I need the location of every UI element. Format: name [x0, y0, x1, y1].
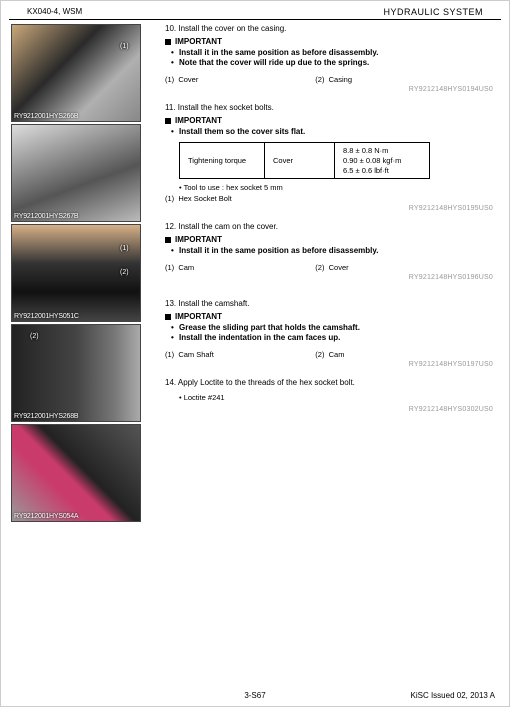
parts-row: (1) Cover (2) Casing: [165, 75, 499, 84]
figure-label: RY9212001HYS267B: [14, 213, 78, 220]
part-item: (1) Cam Shaft: [165, 350, 315, 359]
step-title: 12. Install the cam on the cover.: [165, 222, 499, 231]
figure-thumbnail: RY9212001HYS051C (1) (2): [11, 224, 141, 322]
loctite-note: Loctite #241: [179, 393, 499, 402]
header-section: HYDRAULIC SYSTEM: [383, 7, 483, 17]
important-item: Install it in the same position as befor…: [179, 48, 499, 57]
ref-code: RY9212148HYS0196US0: [165, 274, 493, 281]
step-13: 13. Install the camshaft. IMPORTANT Grea…: [165, 299, 499, 368]
step-12: 12. Install the cam on the cover. IMPORT…: [165, 222, 499, 281]
important-label: IMPORTANT: [175, 235, 222, 244]
step-title: 13. Install the camshaft.: [165, 299, 499, 308]
square-bullet-icon: [165, 118, 171, 124]
important-item: Note that the cover will ride up due to …: [179, 58, 499, 67]
figure-thumbnail: RY9212001HYS268B (2): [11, 324, 141, 422]
step-14: 14. Apply Loctite to the threads of the …: [165, 378, 499, 413]
important-item: Install the indentation in the cam faces…: [179, 333, 499, 342]
header-model: KX040-4, WSM: [27, 7, 82, 17]
square-bullet-icon: [165, 237, 171, 243]
important-label: IMPORTANT: [175, 37, 222, 46]
torque-values: 8.8 ± 0.8 N·m 0.90 ± 0.08 kgf·m 6.5 ± 0.…: [335, 143, 430, 179]
important-list: Install them so the cover sits flat.: [179, 127, 499, 136]
ref-code: RY9212148HYS0195US0: [165, 205, 493, 212]
important-list: Grease the sliding part that holds the c…: [179, 323, 499, 342]
parts-row: (1) Cam (2) Cover: [165, 263, 499, 272]
ref-code: RY9212148HYS0197US0: [165, 361, 493, 368]
step-title: 11. Install the hex socket bolts.: [165, 103, 499, 112]
square-bullet-icon: [165, 314, 171, 320]
important-label: IMPORTANT: [175, 116, 222, 125]
part-item: (1) Cover: [165, 75, 315, 84]
page-header: KX040-4, WSM HYDRAULIC SYSTEM: [9, 1, 501, 20]
figure-thumbnail: RY9212001HYS054A: [11, 424, 141, 522]
important-list: Install it in the same position as befor…: [179, 246, 499, 255]
important-item: Grease the sliding part that holds the c…: [179, 323, 499, 332]
content-area: RY9212001HYS266B (1) RY9212001HYS267B RY921…: [1, 20, 509, 524]
important-list: Install it in the same position as befor…: [179, 48, 499, 67]
figure-callout: (1): [120, 245, 129, 252]
part-item: (1) Cam: [165, 263, 315, 272]
part-item: (2) Casing: [315, 75, 465, 84]
torque-table: Tightening torque Cover 8.8 ± 0.8 N·m 0.…: [179, 142, 430, 179]
figure-callout: (1): [120, 43, 129, 50]
text-column: 10. Install the cover on the casing. IMP…: [151, 24, 499, 524]
image-column: RY9212001HYS266B (1) RY9212001HYS267B RY921…: [11, 24, 151, 524]
figure-label: RY9212001HYS054A: [14, 513, 78, 520]
figure-thumbnail: RY9212001HYS266B (1): [11, 24, 141, 122]
step-10: 10. Install the cover on the casing. IMP…: [165, 24, 499, 93]
important-block: IMPORTANT Install it in the same positio…: [165, 235, 499, 255]
figure-callout: (2): [120, 269, 129, 276]
important-block: IMPORTANT Grease the sliding part that h…: [165, 312, 499, 342]
figure-label: RY9212001HYS266B: [14, 113, 78, 120]
issued-note: KiSC Issued 02, 2013 A: [411, 691, 496, 700]
square-bullet-icon: [165, 39, 171, 45]
torque-item: Cover: [265, 143, 335, 179]
page-footer: KiSC Issued 02, 2013 A: [1, 691, 509, 700]
step-title: 10. Install the cover on the casing.: [165, 24, 499, 33]
step-11: 11. Install the hex socket bolts. IMPORT…: [165, 103, 499, 212]
figure-thumbnail: RY9212001HYS267B: [11, 124, 141, 222]
part-item: (2) Cam: [315, 350, 465, 359]
part-item: (1) Hex Socket Bolt: [165, 194, 499, 203]
tool-note: Tool to use : hex socket 5 mm: [179, 183, 499, 192]
part-item: (2) Cover: [315, 263, 465, 272]
figure-callout: (2): [30, 333, 39, 340]
important-block: IMPORTANT Install them so the cover sits…: [165, 116, 499, 136]
parts-row: (1) Cam Shaft (2) Cam: [165, 350, 499, 359]
important-block: IMPORTANT Install it in the same positio…: [165, 37, 499, 67]
important-item: Install it in the same position as befor…: [179, 246, 499, 255]
important-item: Install them so the cover sits flat.: [179, 127, 499, 136]
figure-label: RY9212001HYS051C: [14, 313, 79, 320]
step-title: 14. Apply Loctite to the threads of the …: [165, 378, 499, 387]
important-label: IMPORTANT: [175, 312, 222, 321]
torque-label: Tightening torque: [180, 143, 265, 179]
ref-code: RY9212148HYS0302US0: [165, 406, 493, 413]
ref-code: RY9212148HYS0194US0: [165, 86, 493, 93]
figure-label: RY9212001HYS268B: [14, 413, 78, 420]
